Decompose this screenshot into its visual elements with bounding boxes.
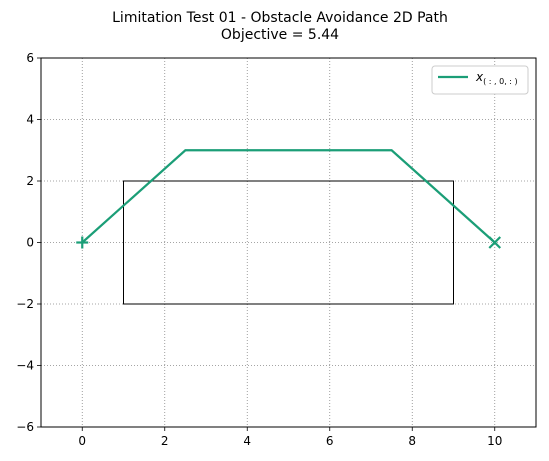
x-tick-label: 2 xyxy=(161,434,169,448)
y-tick-label: 0 xyxy=(26,236,34,250)
x-tick-label: 8 xyxy=(408,434,416,448)
y-tick-label: −4 xyxy=(16,359,34,373)
chart-title: Limitation Test 01 - Obstacle Avoidance … xyxy=(112,10,448,26)
y-tick-label: −6 xyxy=(16,420,34,434)
legend-box xyxy=(431,65,529,95)
legend-label: x( : , 0, : ) xyxy=(475,70,518,86)
y-tick-label: 6 xyxy=(26,51,34,65)
x-tick-label: 6 xyxy=(326,434,334,448)
series-layer xyxy=(76,149,502,249)
legend: x( : , 0, : ) xyxy=(431,65,529,95)
end-marker-diagonal-2 xyxy=(488,236,502,249)
grid-lines xyxy=(41,57,536,428)
y-tick-label: −2 xyxy=(16,297,34,311)
x-tick-label: 10 xyxy=(487,434,502,448)
obstacle-rectangle xyxy=(123,180,454,305)
x-tick-label: 4 xyxy=(243,434,251,448)
chart-subtitle: Objective = 5.44 xyxy=(221,27,339,43)
axis-ticks: 0 2 4 6 8 10 −6 −4 −2 0 2 4 6 xyxy=(16,51,502,448)
x-tick-label: 0 xyxy=(78,434,86,448)
y-tick-label: 4 xyxy=(26,113,34,127)
obstacle-layer xyxy=(123,180,454,305)
path-series-line xyxy=(81,149,496,244)
y-tick-label: 2 xyxy=(26,174,34,188)
